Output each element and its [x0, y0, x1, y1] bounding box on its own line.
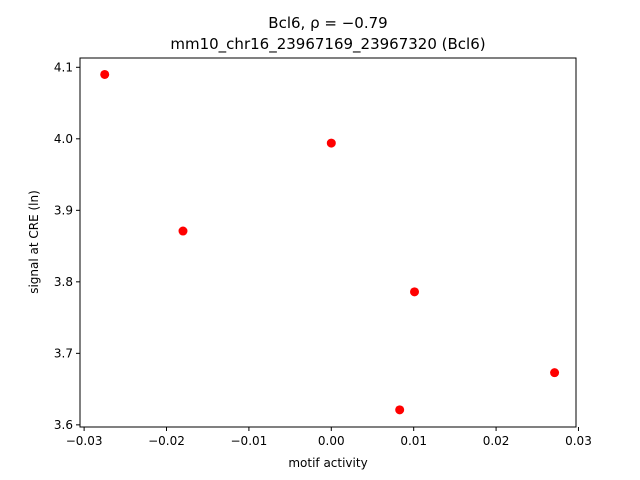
y-tick-label: 3.8 [54, 275, 73, 289]
y-tick-label: 3.7 [54, 346, 73, 360]
x-axis-label: motif activity [288, 456, 367, 470]
data-points [100, 69, 560, 415]
plot-frame [79, 57, 577, 428]
data-point [326, 138, 336, 148]
data-point [410, 287, 420, 297]
y-tick-label: 3.9 [54, 203, 73, 217]
x-tick-label: 0.00 [318, 434, 345, 448]
y-tick-label: 3.6 [54, 418, 73, 432]
y-tick-label: 4.1 [54, 60, 73, 74]
y-axis-label: signal at CRE (ln) [27, 190, 41, 294]
data-point [550, 368, 560, 378]
x-tick-label: −0.02 [148, 434, 185, 448]
chart-title: Bcl6, ρ = −0.79 mm10_chr16_23967169_2396… [170, 14, 485, 54]
data-point [178, 226, 188, 236]
x-tick-label: 0.01 [400, 434, 427, 448]
x-tick-label: −0.03 [66, 434, 103, 448]
x-tick-label: 0.03 [565, 434, 592, 448]
x-tick-label: 0.02 [483, 434, 510, 448]
chart-title-line-1: Bcl6, ρ = −0.79 [268, 14, 387, 32]
data-point [395, 405, 405, 415]
y-axis: 3.6 3.7 3.8 3.9 4.0 4.1 [54, 60, 80, 432]
data-point [100, 69, 110, 79]
x-axis: −0.03 −0.02 −0.01 0.00 0.01 0.02 0.03 [66, 427, 592, 448]
chart-title-line-2: mm10_chr16_23967169_23967320 (Bcl6) [170, 35, 485, 54]
x-tick-label: −0.01 [231, 434, 268, 448]
y-tick-label: 4.0 [54, 132, 73, 146]
